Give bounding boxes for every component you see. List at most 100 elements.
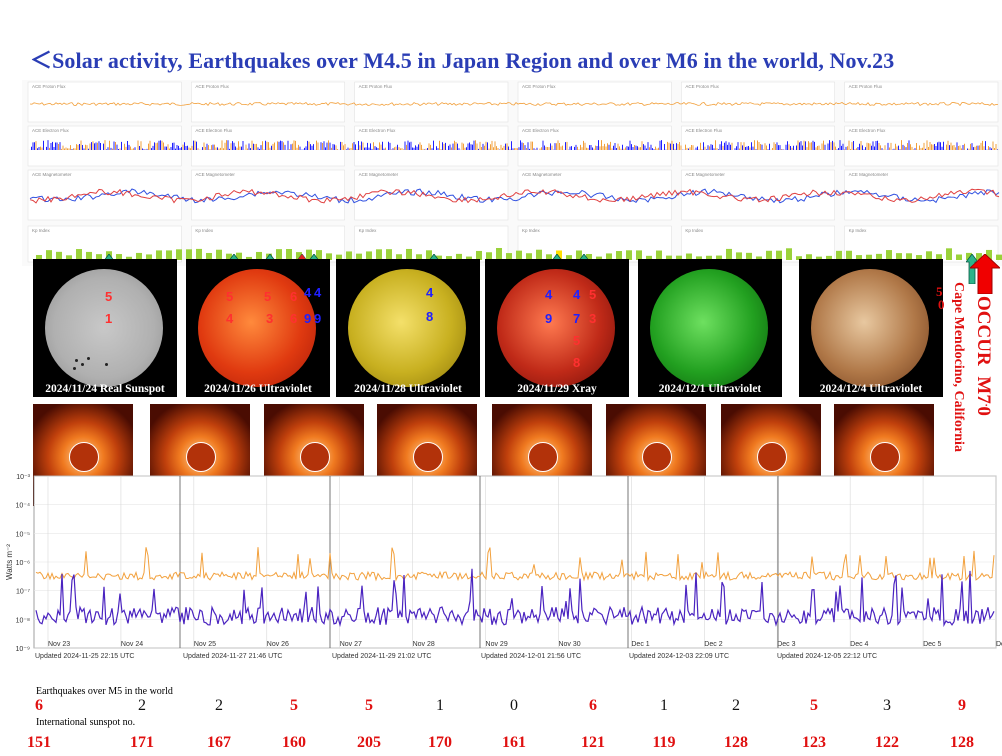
- strip-subpanel-label: ACE Proton Flux: [522, 84, 556, 89]
- strip-subpanel: [27, 225, 182, 263]
- kp-bar: [156, 250, 162, 260]
- kp-bar: [426, 250, 432, 260]
- kp-bar: [366, 251, 372, 260]
- kp-bar: [786, 248, 792, 260]
- kp-bar: [806, 254, 812, 260]
- strip-subpanel-label: ACE Magnetometer: [849, 172, 889, 177]
- occulter-disc: [300, 442, 330, 472]
- kp-bar: [526, 253, 532, 260]
- kp-bar: [376, 249, 382, 260]
- strip-subpanel-label: ACE Electron Flux: [195, 128, 233, 133]
- kp-bar: [236, 252, 242, 260]
- strip-subpanel-label: Kp Index: [522, 228, 541, 233]
- earthquake-count: 2: [138, 697, 146, 714]
- update-stamp: Updated 2024-12-05 22:12 UTC: [777, 653, 878, 660]
- region-mark: 9: [304, 311, 312, 326]
- strip-subpanel: [681, 169, 835, 221]
- kp-bar: [166, 250, 172, 260]
- kp-bar: [706, 255, 712, 260]
- region-mark: 1: [105, 311, 113, 326]
- kp-bar: [946, 248, 952, 260]
- sunspot-number: 123: [802, 734, 826, 751]
- sunspot-number: 121: [581, 734, 605, 751]
- sunspot-number: 151: [27, 734, 51, 751]
- kp-bar: [316, 250, 322, 260]
- sun-caption: 2024/11/24 Real Sunspot: [45, 383, 165, 395]
- region-mark: 9: [545, 311, 553, 326]
- kp-bar: [726, 248, 732, 260]
- kp-bar: [796, 256, 802, 260]
- goes-xtick-label: Nov 26: [267, 641, 289, 648]
- kp-bar: [696, 256, 702, 260]
- kp-bar: [996, 254, 1002, 260]
- kp-bar: [466, 256, 472, 260]
- strip-subpanel-label: Kp Index: [195, 228, 214, 233]
- occur-place-text: Cape Mendocino, California: [951, 282, 966, 452]
- kp-bar: [556, 250, 562, 260]
- occulter-disc: [642, 442, 672, 472]
- goes-xtick-label: Nov 24: [121, 641, 143, 648]
- strip-subpanel-label: ACE Magnetometer: [359, 172, 399, 177]
- kp-bar: [46, 250, 52, 260]
- kp-bar: [766, 250, 772, 260]
- occur-title: OCCUR: [973, 296, 994, 366]
- goes-xtick-label: Nov 23: [48, 641, 70, 648]
- kp-bar: [736, 252, 742, 260]
- kp-bar: [776, 250, 782, 260]
- goes-xtick-label: Nov 30: [558, 641, 580, 648]
- goes-ytick-label: 10⁻⁷: [16, 589, 30, 596]
- kp-bar: [596, 256, 602, 260]
- strip-subpanel-label: ACE Electron Flux: [32, 128, 70, 133]
- kp-bar: [36, 254, 42, 260]
- sun-disc: [45, 269, 163, 387]
- kp-bar: [416, 254, 422, 260]
- kp-bar: [216, 249, 222, 260]
- region-mark: 3: [266, 311, 274, 326]
- kp-bar: [676, 255, 682, 260]
- update-stamp: Updated 2024-12-03 22:09 UTC: [629, 653, 730, 660]
- update-stamp: Updated 2024-11-29 21:02 UTC: [332, 653, 432, 660]
- strip-subpanel-label: ACE Magnetometer: [32, 172, 72, 177]
- update-stamp: Updated 2024-11-27 21:46 UTC: [183, 653, 283, 660]
- strip-magnetometer-line: [29, 188, 1000, 204]
- region-mark: 5: [573, 333, 581, 348]
- earthquake-count: 2: [732, 697, 740, 714]
- strip-subpanel-label: ACE Electron Flux: [359, 128, 397, 133]
- strip-subpanel: [517, 169, 672, 221]
- region-mark: 6: [290, 311, 298, 326]
- goes-xtick-label: Dec 2: [704, 641, 722, 648]
- kp-bar: [886, 250, 892, 260]
- sun-image: 5 1 2024/11/24 Real Sunspot: [33, 259, 177, 397]
- strip-subpanel: [844, 81, 999, 123]
- occulter-disc: [186, 442, 216, 472]
- sun-caption: 2024/12/1 Ultraviolet: [658, 383, 762, 395]
- earthquake-count: 1: [660, 697, 668, 714]
- kp-bar: [866, 254, 872, 260]
- region-mark: 8: [573, 355, 581, 370]
- kp-bar: [86, 251, 92, 260]
- kp-bar: [626, 250, 632, 260]
- occulter-disc: [69, 442, 99, 472]
- kp-bar: [276, 249, 282, 260]
- sunspot-number: 171: [130, 734, 154, 751]
- goes-ytick-label: 10⁻⁸: [16, 617, 30, 624]
- sun-disc: [650, 269, 768, 387]
- occulter-disc: [413, 442, 443, 472]
- earthquake-count: 0: [510, 697, 518, 714]
- earthquake-count: 2: [215, 697, 223, 714]
- region-mark: 5: [226, 289, 234, 304]
- kp-bar: [986, 249, 992, 260]
- kp-bar: [56, 251, 62, 260]
- goes-ytick-label: 10⁻³: [16, 474, 30, 481]
- goes-xray-chart: 10⁻³ 10⁻⁴ 10⁻⁵ 10⁻⁶ 10⁻⁷ 10⁻⁸ 10⁻⁹ Watts m⁻² Nov…: [5, 474, 1002, 653]
- kp-bar: [546, 254, 552, 260]
- kp-bar: [146, 254, 152, 260]
- goes-xtick-label: Nov 28: [413, 641, 435, 648]
- kp-bar: [226, 253, 232, 260]
- sunspot-row-label: International sunspot no.: [36, 717, 136, 728]
- kp-bar: [396, 254, 402, 260]
- strip-subpanel-label: ACE Magnetometer: [195, 172, 235, 177]
- solar-wind-plots: ACE Proton Flux ACE Proton Flux ACE Proton…: [27, 81, 1002, 263]
- occulter-disc: [870, 442, 900, 472]
